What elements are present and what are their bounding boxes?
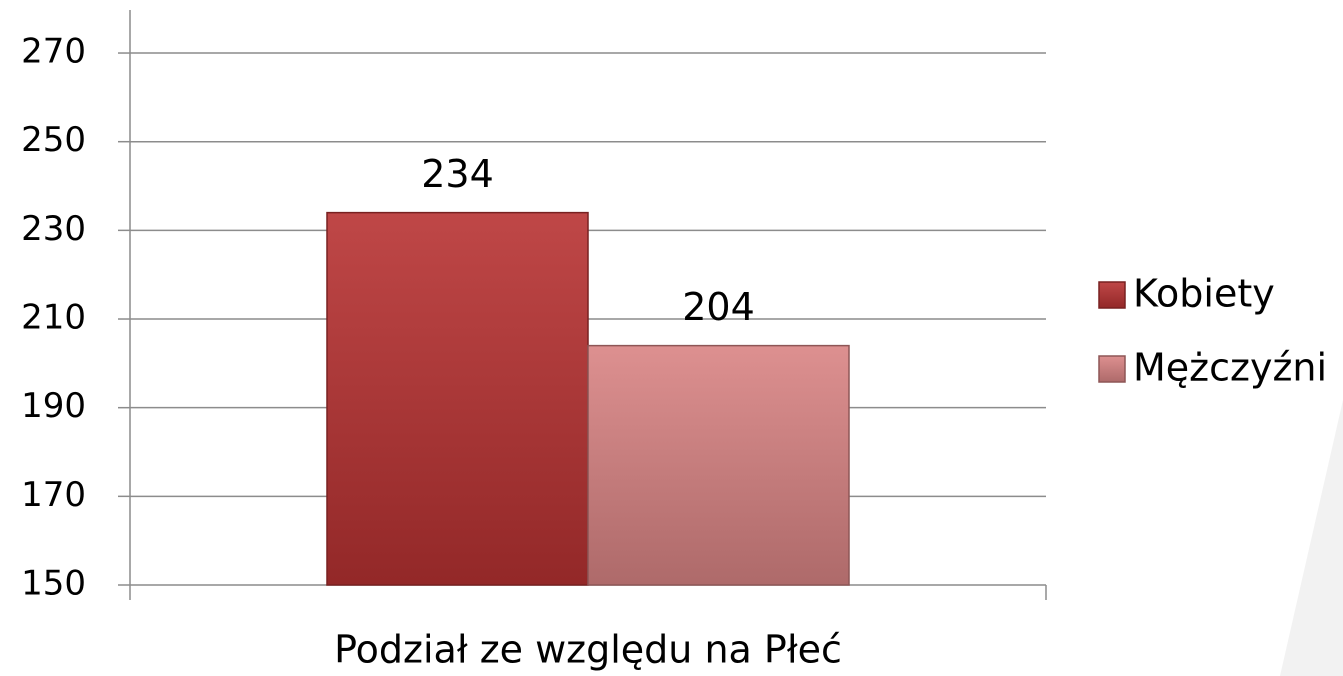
y-tick-label: 230 [21, 209, 86, 249]
legend-label: Mężczyźni [1133, 346, 1327, 390]
legend-swatch [1098, 281, 1126, 309]
y-tick-label: 190 [21, 386, 86, 426]
y-tick-label: 270 [21, 32, 86, 72]
y-tick-label: 150 [21, 564, 86, 604]
bar [587, 344, 850, 586]
bar [326, 211, 589, 586]
x-tick-label: Podział ze względu na Płeć [334, 628, 842, 672]
y-tick-label: 250 [21, 120, 86, 160]
y-tick-label: 170 [21, 475, 86, 515]
data-label: 204 [682, 285, 755, 329]
background-decoration [1280, 400, 1343, 676]
legend-label: Kobiety [1133, 272, 1275, 316]
y-tick-label: 210 [21, 298, 86, 338]
legend-swatch [1098, 355, 1126, 383]
data-label: 234 [421, 152, 494, 196]
